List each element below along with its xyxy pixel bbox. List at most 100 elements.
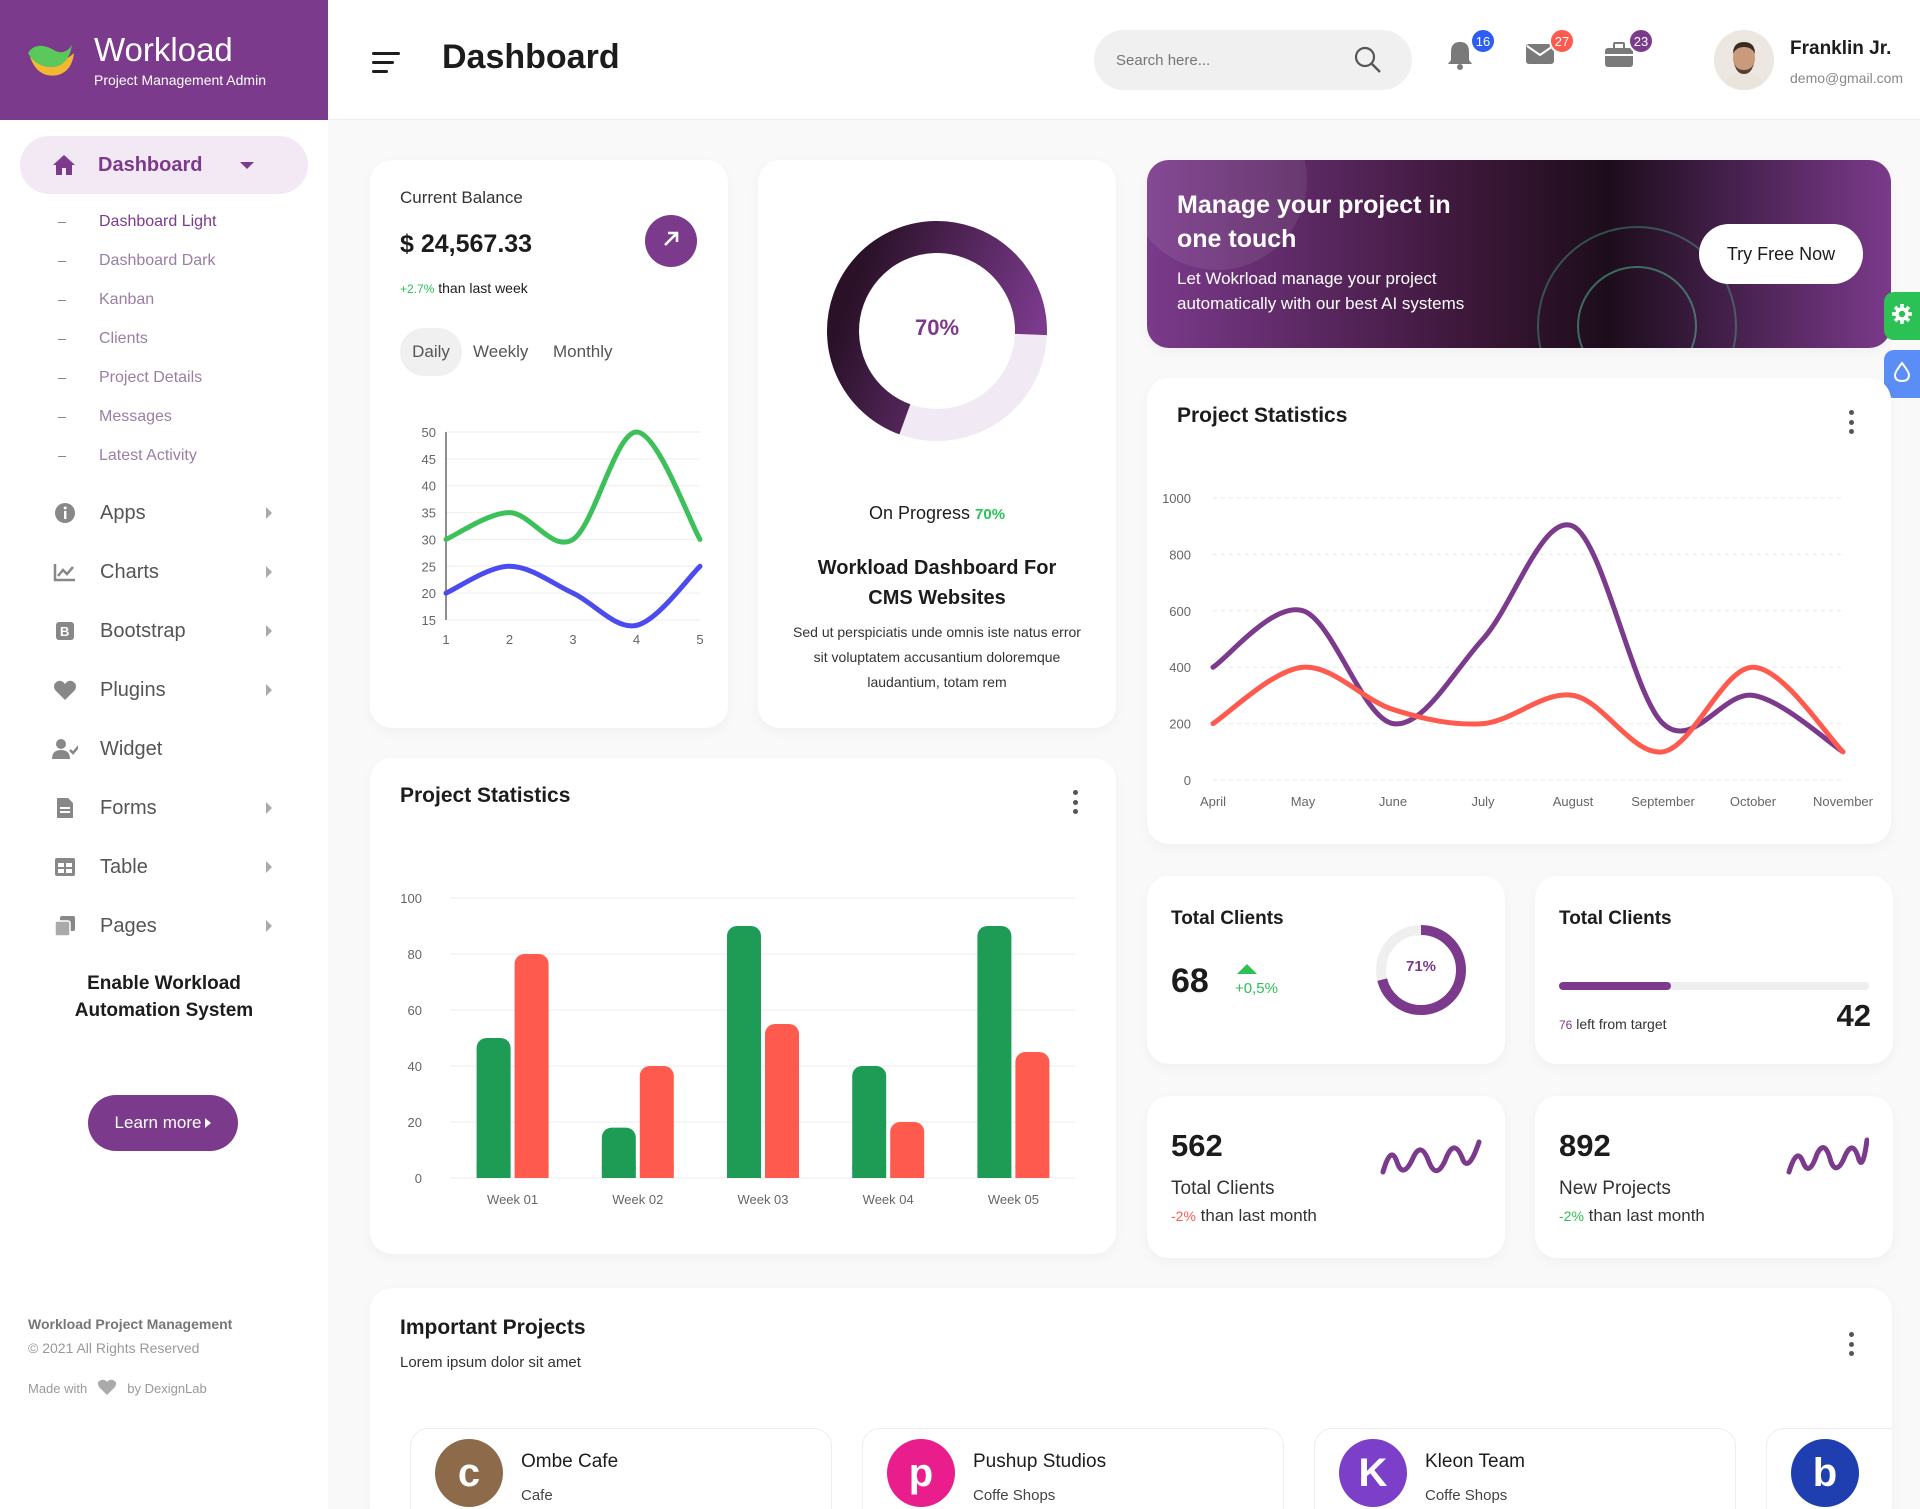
clients-change: +0,5% — [1235, 980, 1278, 997]
progress-description: Sed ut perspiciatis unde omnis iste natu… — [793, 624, 1081, 690]
bar-base — [727, 1166, 761, 1178]
chevron-right-icon — [266, 920, 272, 932]
promo-banner: Manage your project in one touch Let Wok… — [1147, 160, 1891, 348]
stat-value: 892 — [1559, 1128, 1611, 1163]
briefcase-icon[interactable]: 23 — [1604, 28, 1654, 76]
y-tick-label: 80 — [408, 947, 422, 962]
submenu-dashboard-light[interactable]: Dashboard Light — [58, 210, 216, 234]
progress-donut-chart — [826, 221, 1047, 441]
y-tick-label: 60 — [408, 1003, 422, 1018]
submenu-dashboard-dark[interactable]: Dashboard Dark — [58, 249, 216, 273]
x-tick-label: May — [1291, 794, 1316, 809]
project-type: Coffe Shops — [1425, 1487, 1508, 1504]
submenu-latest-activity[interactable]: Latest Activity — [58, 444, 197, 468]
sidebar-item-dashboard[interactable]: Dashboard — [20, 136, 308, 194]
info-icon — [52, 501, 78, 525]
x-tick-label: 1 — [442, 632, 449, 647]
search-bar — [1094, 30, 1412, 90]
balance-change: +2.7% than last week — [400, 280, 528, 296]
bar — [1015, 1052, 1050, 1178]
card-title: Important Projects — [400, 1316, 586, 1339]
hamburger-menu-icon[interactable] — [372, 52, 400, 74]
y-tick-label: 100 — [400, 891, 422, 906]
submenu-clients[interactable]: Clients — [58, 327, 148, 351]
y-tick-label: 400 — [1169, 660, 1191, 675]
project-statistics-line-card: Project Statistics 0 200 400 600 800 1000 Apri… — [1147, 378, 1891, 844]
bar-base — [765, 1166, 799, 1178]
bar-base — [514, 1166, 549, 1178]
sidebar-item-plugins[interactable]: Plugins — [52, 675, 272, 705]
notification-bell-icon[interactable]: 16 — [1446, 28, 1496, 76]
balance-arrow-button[interactable] — [645, 215, 697, 267]
x-tick-label: November — [1813, 794, 1874, 809]
project-type: Cafe — [521, 1487, 553, 1504]
avatar[interactable] — [1714, 30, 1774, 90]
y-tick-label: 30 — [422, 532, 436, 547]
series-line-0 — [1210, 522, 1846, 755]
project-card[interactable]: b — [1766, 1428, 1892, 1509]
sidebar-item-pages[interactable]: Pages — [52, 911, 272, 941]
search-icon[interactable] — [1354, 46, 1382, 79]
messages-badge: 27 — [1549, 28, 1575, 54]
banner-title: Manage your project in one touch — [1177, 191, 1451, 253]
clients-donut-chart — [1376, 925, 1466, 1015]
chevron-right-icon — [266, 566, 272, 578]
y-tick-label: 1000 — [1162, 491, 1191, 506]
target-progress-bar — [1559, 982, 1869, 990]
card-title: Project Statistics — [400, 784, 571, 807]
more-options-icon[interactable] — [1848, 410, 1854, 434]
submenu-kanban[interactable]: Kanban — [58, 288, 154, 312]
y-tick-label: 0 — [1184, 773, 1191, 788]
settings-tab[interactable] — [1884, 292, 1920, 340]
more-options-icon[interactable] — [1848, 1332, 1854, 1356]
home-icon — [52, 154, 76, 176]
y-tick-label: 20 — [408, 1115, 422, 1130]
search-input[interactable] — [1116, 51, 1356, 69]
sidebar-item-bootstrap[interactable]: B Bootstrap — [52, 616, 272, 646]
x-tick-label: Week 01 — [487, 1192, 538, 1207]
footer-credit: Made with by DexignLab — [28, 1378, 207, 1399]
more-options-icon[interactable] — [1072, 790, 1078, 814]
x-tick-label: Week 04 — [863, 1192, 914, 1207]
tab-weekly[interactable]: Weekly — [473, 342, 529, 361]
bootstrap-icon: B — [52, 619, 78, 643]
sidebar-item-charts[interactable]: Charts — [52, 557, 272, 587]
y-tick-label: 45 — [422, 452, 436, 467]
bar — [639, 1066, 674, 1178]
total-clients-target-card: Total Clients 76 left from target 42 — [1535, 876, 1893, 1064]
card-title: Total Clients — [1171, 908, 1284, 929]
footer-copyright: © 2021 All Rights Reserved — [28, 1340, 200, 1356]
submenu-messages[interactable]: Messages — [58, 405, 172, 429]
sidebar-item-forms[interactable]: Forms — [52, 793, 272, 823]
x-tick-label: July — [1471, 794, 1495, 809]
sidebar-item-widget[interactable]: Widget — [52, 734, 272, 764]
stat-label: New Projects — [1559, 1178, 1671, 1199]
bar — [727, 926, 761, 1178]
x-tick-label: 3 — [569, 632, 576, 647]
y-tick-label: 40 — [422, 479, 436, 494]
project-avatar: K — [1339, 1439, 1407, 1507]
project-card[interactable]: p Pushup Studios Coffe Shops — [862, 1428, 1284, 1509]
x-tick-label: Week 02 — [612, 1192, 663, 1207]
progress-status: On Progress 70% — [868, 503, 1006, 523]
theme-tab[interactable] — [1884, 350, 1920, 398]
mail-icon[interactable]: 27 — [1525, 28, 1575, 76]
wave-sparkline-icon — [1785, 1132, 1870, 1185]
series-line-1 — [1210, 664, 1846, 755]
tab-monthly[interactable]: Monthly — [553, 342, 613, 361]
learn-more-button[interactable]: Learn more — [88, 1095, 238, 1151]
sidebar-item-table[interactable]: Table — [52, 852, 272, 882]
submenu-project-details[interactable]: Project Details — [58, 366, 202, 390]
x-tick-label: Week 03 — [737, 1192, 788, 1207]
sidebar-item-apps[interactable]: Apps — [52, 498, 272, 528]
project-card[interactable]: c Ombe Cafe Cafe — [410, 1428, 832, 1509]
y-tick-label: 600 — [1169, 604, 1191, 619]
x-tick-label: October — [1730, 794, 1777, 809]
tab-daily[interactable]: Daily — [400, 328, 462, 376]
project-name: Kleon Team — [1425, 1451, 1525, 1472]
project-card[interactable]: K Kleon Team Coffe Shops — [1314, 1428, 1736, 1509]
try-free-button[interactable]: Try Free Now — [1699, 224, 1863, 284]
x-tick-label: September — [1631, 794, 1695, 809]
balance-amount: $ 24,567.33 — [400, 230, 533, 258]
progress-card: 70% On Progress 70% Workload Dashboard F… — [758, 160, 1116, 728]
